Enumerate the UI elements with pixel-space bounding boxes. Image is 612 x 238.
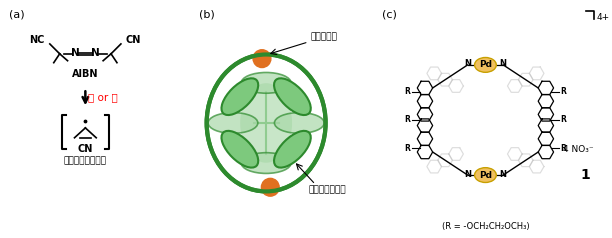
Ellipse shape xyxy=(274,113,324,133)
Text: (c): (c) xyxy=(382,9,397,19)
Ellipse shape xyxy=(222,131,258,168)
Ellipse shape xyxy=(474,168,496,183)
Circle shape xyxy=(261,178,279,196)
Circle shape xyxy=(253,50,271,68)
Ellipse shape xyxy=(222,78,258,115)
Text: AIBN: AIBN xyxy=(72,69,99,79)
Ellipse shape xyxy=(474,58,496,72)
Text: R: R xyxy=(561,144,567,153)
Text: R: R xyxy=(561,87,567,96)
Text: N: N xyxy=(500,170,507,178)
Text: 4+: 4+ xyxy=(597,13,610,22)
Text: 光 or 熱: 光 or 熱 xyxy=(88,92,118,102)
Text: Pd: Pd xyxy=(479,171,492,179)
Text: N: N xyxy=(71,48,80,58)
Text: 1: 1 xyxy=(580,168,590,182)
Ellipse shape xyxy=(208,113,258,133)
Text: R: R xyxy=(405,87,410,96)
Text: Pd: Pd xyxy=(479,60,492,69)
Ellipse shape xyxy=(240,83,292,163)
Text: NC: NC xyxy=(29,35,45,45)
Text: 金属イオン: 金属イオン xyxy=(310,32,337,41)
Text: R: R xyxy=(405,144,410,153)
Text: (b): (b) xyxy=(199,9,215,19)
Text: (a): (a) xyxy=(9,9,25,19)
Text: 4 NO₃⁻: 4 NO₃⁻ xyxy=(564,145,594,154)
Text: CN: CN xyxy=(126,35,141,45)
Text: N: N xyxy=(500,60,507,68)
Text: N: N xyxy=(91,48,100,58)
Ellipse shape xyxy=(274,78,311,115)
Text: (R = -OCH₂CH₂OCH₃): (R = -OCH₂CH₂OCH₃) xyxy=(442,222,529,231)
Text: N: N xyxy=(464,170,471,178)
Ellipse shape xyxy=(241,73,291,93)
Text: CN: CN xyxy=(78,144,93,154)
Ellipse shape xyxy=(241,153,291,174)
Text: ラジカル種の発生: ラジカル種の発生 xyxy=(64,156,107,165)
Ellipse shape xyxy=(274,131,311,168)
Text: R: R xyxy=(405,115,410,124)
Text: アントラセン環: アントラセン環 xyxy=(308,185,346,194)
Text: R: R xyxy=(561,115,567,124)
Text: N: N xyxy=(464,60,471,68)
